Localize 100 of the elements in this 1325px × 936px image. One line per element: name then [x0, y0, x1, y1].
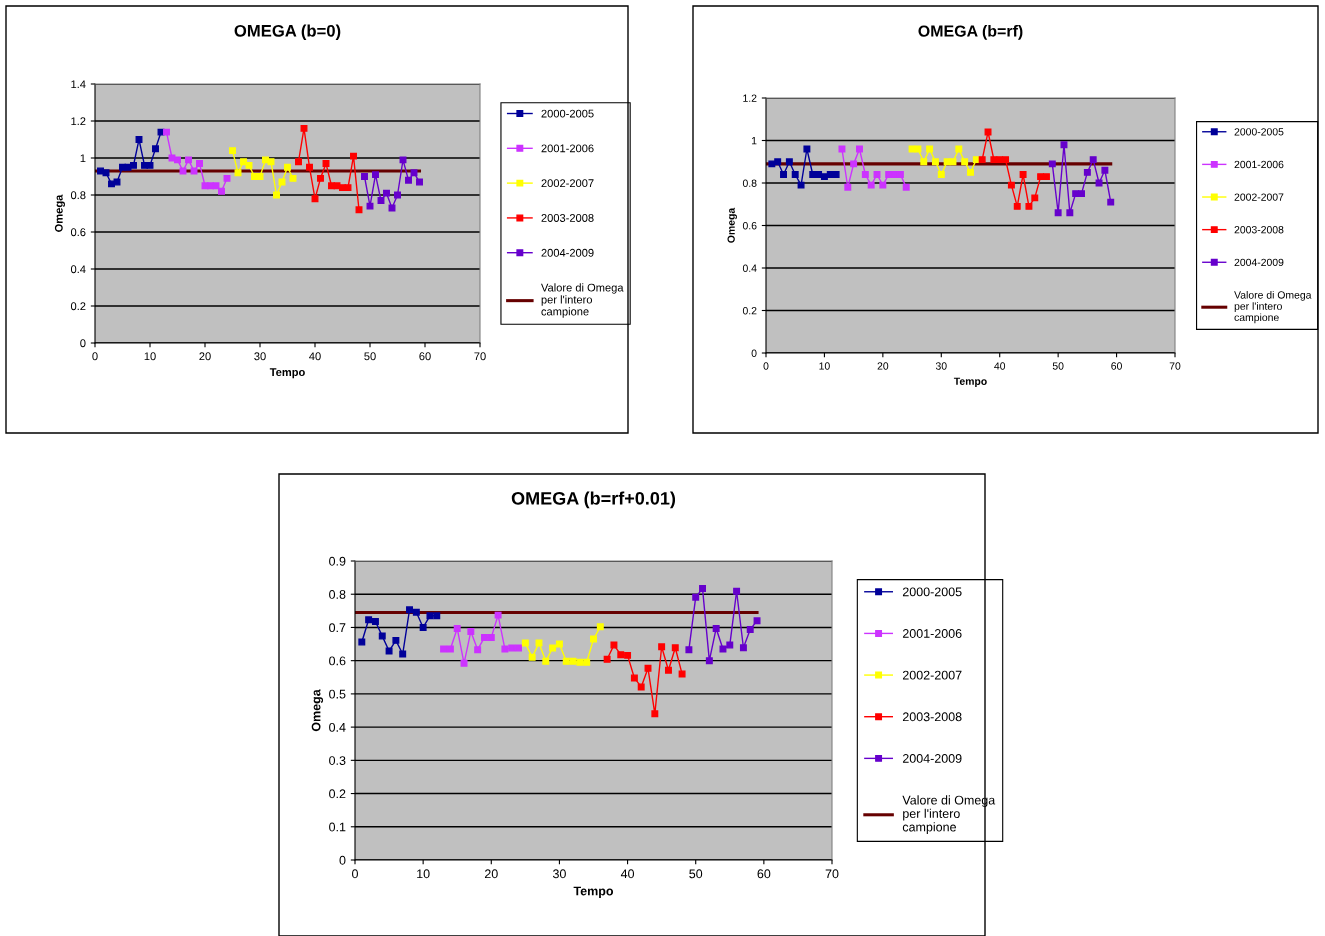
- point: [1025, 202, 1033, 210]
- x-tick-label: 50: [364, 352, 376, 361]
- point: [1089, 156, 1097, 164]
- x-tick-label: 30: [552, 869, 566, 879]
- point: [163, 128, 170, 136]
- point: [234, 169, 242, 177]
- point: [562, 657, 570, 665]
- point: [399, 650, 407, 658]
- chart-title: OMEGA (b=rf+0.01): [511, 491, 676, 509]
- point: [1031, 194, 1039, 202]
- point: [377, 197, 385, 205]
- y-tick-label: 1: [751, 137, 757, 145]
- point: [278, 178, 286, 186]
- point: [955, 145, 963, 153]
- point: [617, 651, 625, 659]
- point: [978, 156, 986, 164]
- point: [780, 171, 788, 178]
- point: [644, 664, 652, 672]
- point: [185, 156, 192, 164]
- point: [358, 638, 366, 646]
- point: [1013, 202, 1021, 210]
- point: [658, 643, 666, 651]
- x-tick-label: 20: [877, 362, 889, 370]
- x-tick-label: 30: [254, 352, 266, 361]
- point: [388, 204, 396, 212]
- point: [1037, 173, 1045, 181]
- point: [355, 206, 363, 214]
- x-tick-label: 10: [144, 352, 156, 361]
- point: [692, 593, 700, 601]
- point: [867, 181, 875, 189]
- point: [815, 171, 823, 178]
- point: [179, 167, 187, 175]
- legend-label: 2004-2009: [902, 754, 962, 763]
- point: [785, 158, 793, 166]
- point: [914, 145, 922, 153]
- y-tick-label: 0.5: [329, 689, 346, 699]
- point: [879, 181, 887, 189]
- point: [245, 161, 253, 169]
- legend-label: 2004-2009: [1234, 258, 1284, 267]
- legend-label: 2000-2005: [902, 587, 962, 597]
- point: [460, 659, 468, 667]
- point: [306, 163, 313, 171]
- point: [284, 163, 291, 171]
- legend-label: 2000-2005: [1234, 128, 1284, 136]
- point: [366, 202, 374, 210]
- point: [508, 644, 516, 652]
- point: [1066, 209, 1074, 217]
- legend-label: 2003-2008: [1234, 226, 1284, 234]
- point: [1019, 171, 1027, 178]
- y-tick-label: 0.4: [70, 265, 86, 274]
- legend-label: 2002-2007: [902, 670, 962, 680]
- point: [273, 191, 280, 199]
- point: [410, 169, 418, 177]
- chart-title: OMEGA (b=rf): [918, 24, 1023, 40]
- chart-title: OMEGA (b=0): [234, 24, 341, 41]
- point: [535, 639, 543, 647]
- y-tick-label: 0.6: [70, 228, 86, 237]
- point: [1078, 190, 1085, 198]
- point: [1101, 166, 1109, 174]
- y-tick-label: 0.4: [329, 722, 346, 732]
- point: [705, 657, 713, 665]
- point: [809, 171, 817, 178]
- point: [399, 156, 407, 164]
- point: [339, 184, 346, 192]
- y-tick-label: 1.2: [743, 94, 757, 102]
- point: [515, 644, 523, 652]
- legend-label: 2001-2006: [1234, 160, 1284, 169]
- legend-label: 2000-2005: [541, 109, 594, 118]
- point: [873, 171, 881, 178]
- y-tick-label: 0: [339, 855, 346, 865]
- point: [130, 161, 137, 169]
- point: [267, 158, 275, 166]
- y-tick-label: 1.4: [71, 80, 86, 89]
- legend-label: 2002-2007: [1234, 193, 1284, 201]
- x-tick-label: 10: [417, 869, 430, 879]
- legend-label: Valore di Omega per l'intero campione: [541, 283, 624, 318]
- point: [487, 633, 495, 641]
- x-tick-label: 20: [484, 869, 498, 879]
- point: [791, 171, 799, 178]
- point: [996, 156, 1004, 164]
- point: [926, 145, 934, 153]
- x-tick-label: 40: [309, 352, 321, 361]
- x-tick-label: 20: [199, 352, 211, 361]
- point: [196, 160, 203, 168]
- point: [1042, 173, 1050, 181]
- point: [1002, 156, 1010, 164]
- point: [651, 710, 659, 718]
- point: [494, 611, 502, 619]
- point: [664, 666, 672, 674]
- point: [229, 147, 236, 155]
- y-tick-label: 0.3: [329, 756, 346, 765]
- legend-label: 2003-2008: [541, 214, 594, 222]
- point: [967, 168, 974, 176]
- point: [774, 158, 782, 166]
- point: [102, 169, 110, 177]
- x-tick-label: 30: [935, 362, 947, 370]
- point: [685, 646, 693, 654]
- point: [207, 182, 214, 190]
- point: [603, 655, 611, 663]
- point: [542, 657, 550, 665]
